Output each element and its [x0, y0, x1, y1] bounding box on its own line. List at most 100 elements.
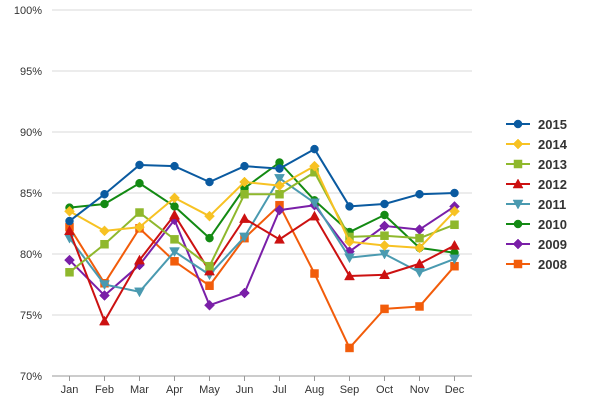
data-point-2014-mar: [134, 221, 145, 233]
legend-item-2015[interactable]: 2015: [506, 117, 567, 132]
series-2014: [64, 160, 460, 254]
data-point-2012-oct: [379, 269, 390, 279]
data-point-2013-oct: [380, 231, 389, 240]
data-point-2011-aug: [309, 198, 320, 209]
legend-item-2013[interactable]: 2013: [506, 157, 567, 172]
data-point-2013-mar: [135, 208, 144, 217]
data-point-2009-oct: [379, 220, 390, 232]
data-point-2011-nov: [414, 268, 425, 278]
data-point-2012-feb: [99, 315, 110, 326]
legend-label: 2009: [538, 237, 567, 252]
data-point-2014-aug: [309, 160, 320, 172]
legend-item-2009[interactable]: 2009: [506, 237, 567, 252]
data-point-2012-nov: [414, 258, 425, 269]
data-point-2015-jan: [65, 216, 74, 226]
data-point-2013-dec: [450, 220, 459, 229]
legend-label: 2012: [538, 177, 567, 192]
legend-label: 2014: [538, 137, 568, 152]
legend: 2015 2014 2013 2012 2011 2010 2009 2008: [506, 117, 568, 272]
data-point-2008-apr: [170, 257, 179, 266]
data-point-2015-aug: [310, 144, 319, 154]
x-tick-label-nov: Nov: [410, 384, 430, 396]
data-point-2012-jan: [64, 225, 75, 236]
legend-swatch-marker: [513, 259, 523, 269]
grid-lines: [52, 9, 472, 377]
y-tick-label: 80%: [20, 249, 42, 261]
x-tick-label-mar: Mar: [130, 384, 149, 396]
data-point-2015-mar: [135, 160, 144, 170]
legend-swatch-marker: [513, 159, 523, 169]
data-point-2013-jan: [65, 268, 74, 277]
legend-swatch-marker: [513, 219, 523, 229]
data-point-2011-feb: [99, 280, 110, 291]
data-point-2012-apr: [169, 209, 180, 220]
data-point-2010-oct: [380, 210, 389, 220]
data-point-2015-jul: [275, 164, 284, 173]
legend-item-2011[interactable]: 2011: [506, 197, 566, 212]
data-point-2010-mar: [135, 178, 144, 188]
x-tick-label-feb: Feb: [95, 384, 114, 396]
series-line-2014: [69, 165, 456, 249]
x-tick-label-jul: Jul: [272, 384, 286, 396]
data-point-2015-feb: [100, 189, 109, 199]
axes: 70% 75% 80% 85% 90% 95% 100% Jan Feb Mar Apr May Jun…: [14, 5, 472, 396]
legend-swatch-marker: [512, 199, 524, 210]
series-2011: [64, 174, 460, 298]
data-point-2014-jun: [239, 176, 250, 188]
series-line-2010: [69, 161, 455, 254]
data-point-2008-may: [205, 281, 214, 290]
data-point-2009-jun: [239, 287, 250, 299]
data-point-2015-nov: [415, 189, 424, 199]
data-point-2013-apr: [170, 235, 179, 244]
series-line-2011: [68, 177, 455, 293]
data-point-2011-mar: [134, 287, 145, 298]
series-2009: [64, 199, 460, 311]
data-point-2009-jan: [64, 254, 75, 266]
legend-label: 2010: [538, 217, 567, 232]
legend-label: 2011: [538, 197, 566, 212]
data-point-2015-dec: [450, 188, 459, 198]
data-point-2008-oct: [380, 304, 389, 314]
data-point-2011-sep: [344, 253, 355, 264]
data-point-2009-feb: [99, 290, 110, 301]
data-point-2012-mar: [134, 254, 145, 265]
data-point-2013-jun: [240, 189, 249, 199]
data-point-2012-sep: [344, 270, 355, 281]
y-tick-label: 95%: [20, 66, 42, 78]
legend-swatch-marker: [512, 238, 524, 250]
legend-item-2010[interactable]: 2010: [506, 217, 567, 232]
x-tick-label-jun: Jun: [236, 384, 254, 396]
y-tick-label: 75%: [20, 310, 42, 322]
legend-item-2014[interactable]: 2014: [506, 137, 568, 152]
data-point-2009-jul: [274, 204, 285, 216]
series-2012: [64, 209, 460, 326]
data-point-2015-sep: [345, 202, 354, 211]
legend-label: 2008: [538, 257, 567, 272]
data-point-2013-nov: [415, 233, 424, 243]
data-point-2013-jul: [275, 189, 284, 199]
data-point-2015-may: [205, 177, 214, 187]
data-point-2014-oct: [379, 240, 390, 251]
y-tick-label: 90%: [20, 127, 42, 139]
x-tick-label-oct: Oct: [376, 384, 393, 396]
legend-item-2008[interactable]: 2008: [506, 257, 567, 272]
x-tick-label-apr: Apr: [166, 384, 183, 396]
series-plot-area: [64, 144, 460, 353]
data-point-2014-nov: [414, 242, 425, 254]
data-point-2010-apr: [170, 202, 179, 211]
data-point-2008-nov: [415, 302, 424, 311]
data-point-2011-dec: [449, 254, 460, 265]
data-point-2011-jul: [274, 174, 285, 184]
legend-swatch-marker: [513, 119, 523, 129]
data-point-2014-apr: [169, 192, 180, 204]
data-point-2014-feb: [99, 225, 110, 237]
legend-swatch-marker: [512, 138, 524, 150]
data-point-2011-jun: [239, 232, 250, 243]
data-point-2014-jul: [274, 180, 285, 192]
data-point-2012-dec: [449, 239, 460, 250]
series-line-2013: [68, 171, 455, 274]
legend-label: 2013: [538, 157, 567, 172]
legend-item-2012[interactable]: 2012: [506, 177, 567, 192]
x-tick-label-jan: Jan: [61, 384, 79, 396]
data-point-2014-sep: [344, 236, 355, 248]
